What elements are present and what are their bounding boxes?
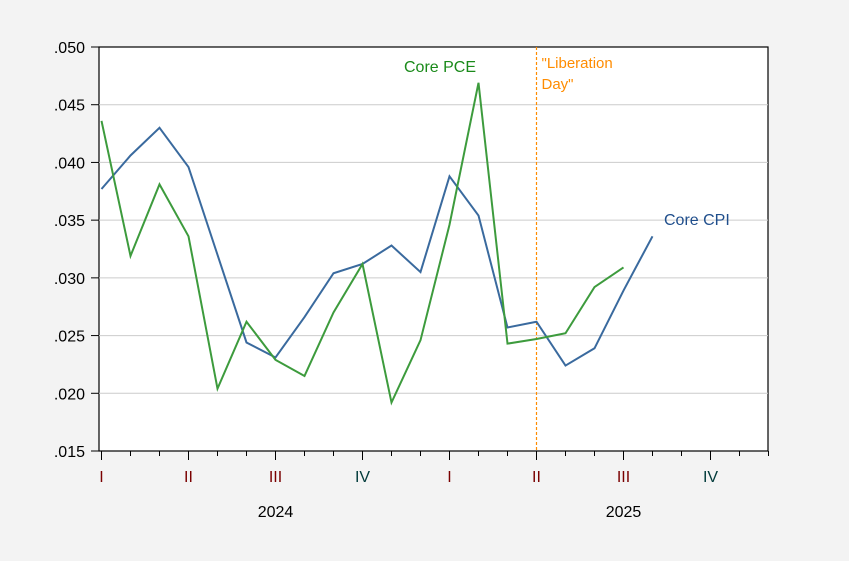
core-pce-line	[100, 82, 625, 406]
core-pce-label: Core PCE	[404, 59, 476, 76]
y-tick-label: .025	[54, 329, 85, 346]
year-label: 2025	[606, 504, 642, 521]
liberation-day-label: Day"	[542, 76, 574, 93]
core-cpi-line	[100, 126, 654, 367]
core-cpi-label: Core CPI	[664, 212, 730, 229]
quarter-label: I	[99, 469, 103, 486]
y-tick-label: .040	[54, 155, 85, 172]
liberation-day-label: "Liberation	[542, 55, 613, 72]
y-tick-label: .030	[54, 271, 85, 288]
year-label: 2024	[258, 504, 294, 521]
y-tick-label: .020	[54, 386, 85, 403]
plot-area	[98, 46, 769, 452]
quarter-label: II	[184, 469, 193, 486]
quarter-label: I	[447, 469, 451, 486]
y-tick-label: .015	[54, 444, 85, 461]
y-tick-label: .035	[54, 213, 85, 230]
quarter-label: II	[532, 469, 541, 486]
y-tick-label: .050	[54, 40, 85, 57]
quarter-label: IV	[355, 469, 370, 486]
quarter-label: IV	[703, 469, 718, 486]
quarter-label: III	[617, 469, 630, 486]
y-tick-label: .045	[54, 98, 85, 115]
quarter-label: III	[269, 469, 282, 486]
